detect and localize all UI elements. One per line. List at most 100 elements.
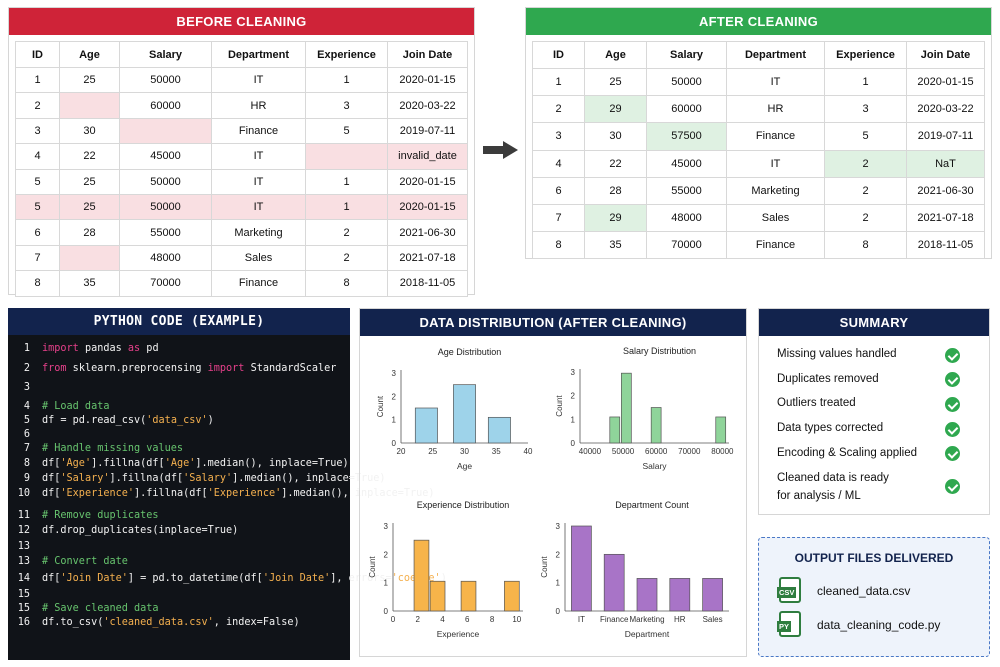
code-token: ].median(), inplace=True) [232, 473, 386, 484]
table-cell: 2 [532, 95, 585, 124]
bar [429, 580, 446, 612]
line-number: 3 [23, 382, 30, 393]
code-token: 'Experience' [207, 488, 282, 499]
summary-title: SUMMARY [759, 309, 989, 336]
summary-item-encoding: Encoding & Scaling applied [777, 447, 918, 459]
table-cell: 5 [15, 168, 60, 195]
table-cell [305, 143, 388, 170]
code-line: 15 # Save cleaned data [8, 603, 159, 614]
x-tick-label: Finance [600, 615, 629, 624]
table-row: 6 28 55000 Marketing 2 2021-06-30 [15, 219, 468, 246]
after-cleaning-title: AFTER CLEANING [526, 8, 991, 35]
table-cell: 30 [59, 117, 120, 145]
table-row: 8 35 70000 Finance 8 2018-11-05 [15, 270, 468, 297]
column-header: Experience [305, 41, 388, 68]
code-token: df[ [42, 458, 61, 469]
before-cleaning-title: BEFORE CLEANING [9, 8, 474, 35]
check-icon [945, 372, 960, 387]
y-tick-label: 2 [392, 392, 397, 401]
column-header: Join Date [387, 41, 468, 68]
code-token: 'Salary' [183, 473, 233, 484]
code-token: pandas [78, 343, 128, 354]
column-header: ID [15, 41, 60, 68]
table-cell: 1 [532, 67, 585, 97]
code-token: , index=False) [213, 617, 300, 628]
code-token: df[ [42, 573, 61, 584]
code-line: 16 df.to_csv('cleaned_data.csv', index=Fa… [8, 617, 300, 628]
check-icon [945, 422, 960, 437]
x-tick-label: IT [578, 615, 585, 624]
y-axis-label: Count [555, 395, 564, 417]
y-tick-label: 3 [384, 522, 389, 531]
table-cell: 2020-01-15 [387, 168, 468, 195]
table-cell: 1 [15, 66, 60, 94]
code-line: 5 df = pd.read_csv('data_csv') [8, 415, 214, 426]
table-cell: 30 [584, 122, 647, 151]
code-token: df = pd.read_csv( [42, 415, 147, 426]
table-cell: 57500 [646, 122, 727, 151]
table-cell: 50000 [119, 168, 212, 195]
table-cell: NaT [906, 149, 985, 178]
table-cell: 3 [305, 92, 388, 119]
table-cell: 6 [532, 176, 585, 205]
table-cell: Finance [726, 122, 825, 151]
code-line: 8 df['Age'].fillna(df['Age'].median(), in… [8, 458, 349, 469]
csv-file-icon: CSV [777, 577, 801, 603]
x-axis-label: Age [457, 461, 472, 471]
code-token: 'Age' [164, 458, 196, 469]
distribution-title: DATA DISTRIBUTION (AFTER CLEANING) [360, 309, 746, 336]
table-cell: 22 [584, 149, 647, 178]
column-header: Department [726, 41, 825, 69]
table-cell: 2020-03-22 [387, 92, 468, 119]
table-cell: IT [211, 143, 306, 170]
distribution-panel: DATA DISTRIBUTION (AFTER CLEANING) Age D… [359, 308, 747, 657]
x-tick-label: 70000 [678, 447, 701, 456]
x-tick-label: 8 [490, 615, 495, 624]
table-cell: IT [726, 67, 825, 97]
bar [413, 539, 430, 612]
line-number: 15 [17, 603, 30, 614]
table-row: 4 22 45000 IT 2 NaT [532, 149, 985, 178]
bar [650, 407, 662, 444]
code-line: 13 [8, 541, 42, 552]
output-file-csv[interactable]: cleaned_data.csv [817, 584, 911, 598]
chart-title: Department Count [615, 500, 689, 510]
table-cell: 25 [59, 66, 120, 94]
y-axis-label: Count [540, 556, 549, 578]
table-cell: 25 [59, 193, 120, 221]
table-cell: 50000 [119, 193, 212, 221]
table-cell: 2020-01-15 [387, 193, 468, 221]
code-line: 13 # Convert date [8, 556, 128, 567]
table-cell: 25 [59, 168, 120, 195]
table-cell: 2018-11-05 [906, 231, 985, 260]
code-token: 'Join Date' [262, 573, 331, 584]
table-cell: Sales [726, 203, 825, 233]
code-token: # Save cleaned data [42, 603, 159, 614]
table-cell: 45000 [119, 143, 212, 170]
code-line: 9 df['Salary'].fillna(df['Salary'].median… [8, 473, 386, 484]
code-line: 3 [8, 382, 42, 393]
before-table: ID Age Salary Department Experience Join Date… [15, 41, 468, 297]
y-tick-label: 0 [556, 607, 561, 616]
summary-panel: SUMMARY Missing values handled Duplicate… [758, 308, 990, 515]
column-header: Join Date [906, 41, 985, 69]
bar [487, 416, 511, 444]
x-tick-label: 80000 [711, 447, 734, 456]
py-file-icon: PY [777, 611, 801, 637]
column-header: ID [532, 41, 585, 69]
output-files-panel: OUTPUT FILES DELIVERED CSV cleaned_data.… [758, 537, 990, 657]
table-cell: IT [211, 66, 306, 94]
table-cell: Finance [211, 117, 306, 145]
output-file-py[interactable]: data_cleaning_code.py [817, 618, 941, 632]
code-token: ], errors= [330, 573, 392, 584]
table-cell: 1 [305, 168, 388, 195]
after-cleaning-panel: AFTER CLEANING ID Age Salary Department Expe… [525, 7, 992, 260]
x-tick-label: HR [674, 615, 686, 624]
y-tick-label: 2 [384, 550, 389, 559]
x-tick-label: 4 [440, 615, 445, 624]
code-token: ) [440, 573, 447, 584]
table-cell: Finance [211, 270, 306, 297]
x-tick-label: 60000 [645, 447, 668, 456]
bar [636, 578, 658, 612]
